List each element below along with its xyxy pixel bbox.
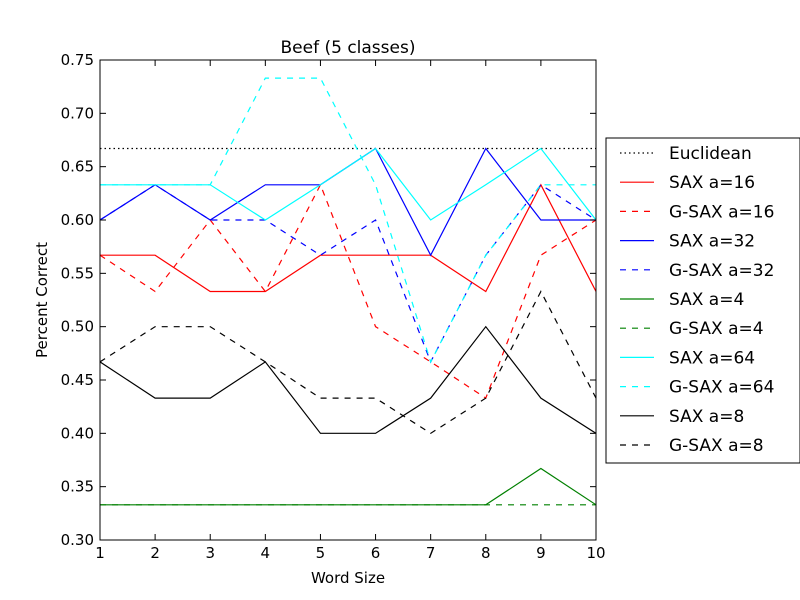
legend-label-0: Euclidean [669, 144, 752, 164]
x-tick-label: 5 [316, 544, 326, 562]
x-tick-label: 7 [426, 544, 436, 562]
y-tick-label: 0.60 [61, 211, 94, 229]
x-tick-label: 6 [371, 544, 381, 562]
y-tick-label: 0.45 [61, 371, 94, 389]
y-tick-label: 0.65 [61, 158, 94, 176]
series-line-2 [100, 183, 596, 400]
ticks-layer: 1 2 3 4 5 6 7 8 9 10 0.30 0.35 0.40 0.45 0.50 0.55 0.60 0… [61, 51, 606, 562]
legend-box [605, 137, 800, 464]
legend: Euclidean SAX a=16 G-SAX a=16 SAX a=32 G-SAX… [605, 137, 800, 464]
series-layer [100, 77, 596, 506]
series-line-9 [100, 325, 596, 434]
y-tick-label: 0.55 [61, 264, 94, 282]
legend-label-2: G-SAX a=16 [669, 202, 774, 222]
legend-label-3: SAX a=32 [669, 232, 755, 252]
series-line-3 [100, 147, 596, 257]
legend-label-10: G-SAX a=8 [669, 436, 764, 456]
legend-label-9: SAX a=8 [669, 407, 744, 427]
series-line-8 [100, 77, 596, 364]
x-tick-label: 10 [586, 544, 605, 562]
y-tick-label: 0.75 [61, 51, 94, 69]
y-tick-label: 0.50 [61, 318, 94, 336]
series-line-1 [100, 183, 596, 293]
x-tick-label: 1 [95, 544, 105, 562]
legend-label-8: G-SAX a=64 [669, 378, 774, 398]
legend-label-4: G-SAX a=32 [669, 261, 774, 281]
y-tick-label: 0.70 [61, 104, 94, 122]
y-tick-label: 0.40 [61, 424, 94, 442]
legend-label-7: SAX a=64 [669, 348, 755, 368]
x-tick-label: 8 [481, 544, 491, 562]
legend-label-6: G-SAX a=4 [669, 319, 764, 339]
x-axis-label: Word Size [311, 569, 385, 587]
chart-title: Beef (5 classes) [281, 38, 416, 58]
legend-label-1: SAX a=16 [669, 173, 755, 193]
x-tick-label: 2 [150, 544, 160, 562]
x-tick-label: 4 [261, 544, 271, 562]
series-line-5 [100, 467, 596, 506]
legend-label-5: SAX a=4 [669, 290, 744, 310]
y-tick-label: 0.35 [61, 478, 94, 496]
x-tick-label: 3 [205, 544, 215, 562]
plot-frame [99, 59, 597, 541]
series-line-10 [100, 290, 596, 435]
x-tick-label: 9 [536, 544, 546, 562]
series-line-4 [100, 184, 596, 364]
y-tick-label: 0.30 [61, 531, 94, 549]
y-axis-label: Percent Correct [33, 242, 51, 358]
series-line-7 [100, 147, 596, 221]
